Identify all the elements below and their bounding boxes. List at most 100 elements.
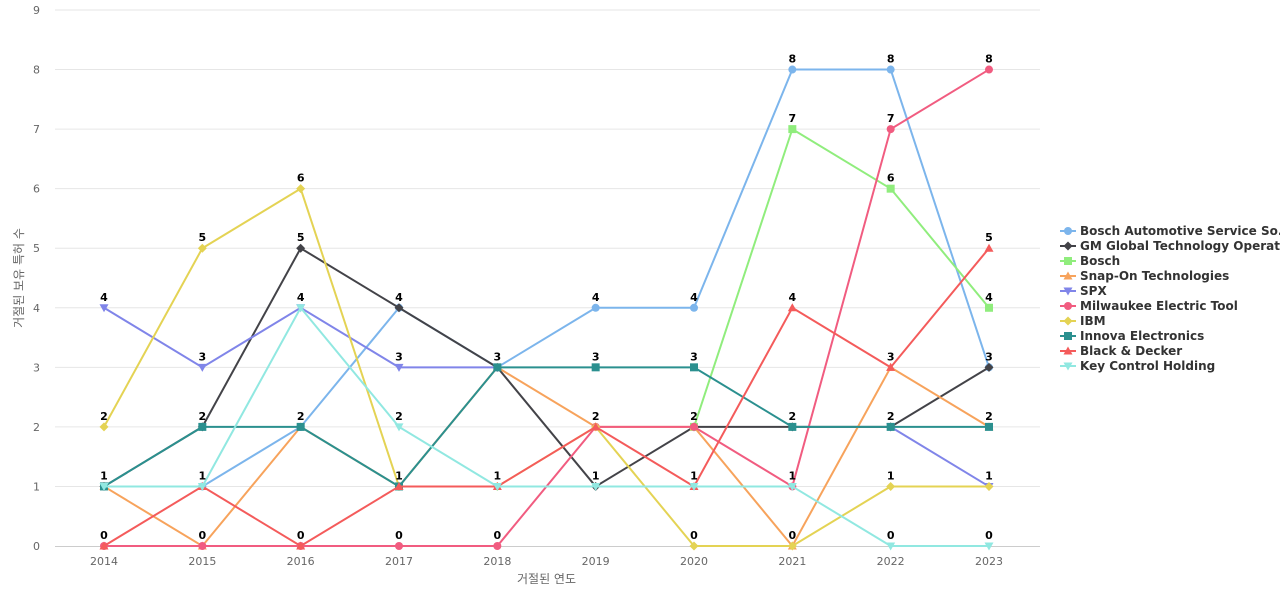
data-label: 5 bbox=[297, 231, 305, 244]
legend-marker bbox=[1064, 227, 1072, 235]
data-label: 0 bbox=[100, 529, 108, 542]
x-tick-label: 2019 bbox=[582, 555, 610, 568]
data-label: 0 bbox=[199, 529, 207, 542]
data-point bbox=[788, 125, 797, 134]
y-tick-label: 5 bbox=[33, 242, 40, 255]
data-point bbox=[787, 482, 797, 491]
y-tick-label: 9 bbox=[33, 4, 40, 17]
data-label: 3 bbox=[690, 350, 698, 363]
data-point bbox=[690, 422, 698, 431]
legend-item[interactable]: Key Control Holding bbox=[1060, 359, 1215, 373]
x-tick-label: 2017 bbox=[385, 555, 413, 568]
series-8 bbox=[99, 243, 994, 550]
data-label: 4 bbox=[100, 291, 108, 304]
data-label: 1 bbox=[100, 469, 108, 482]
series-line bbox=[104, 68, 990, 488]
data-point bbox=[985, 422, 993, 431]
legend-item[interactable]: Snap-On Technologies bbox=[1060, 269, 1229, 283]
data-label: 0 bbox=[494, 529, 502, 542]
data-point bbox=[886, 362, 896, 371]
data-label: 1 bbox=[592, 469, 600, 482]
data-point bbox=[493, 542, 502, 550]
data-label: 1 bbox=[887, 469, 895, 482]
series-line bbox=[103, 247, 990, 548]
legend-item[interactable]: Bosch Automotive Service So... bbox=[1060, 224, 1280, 238]
data-point bbox=[197, 243, 207, 253]
data-point bbox=[99, 541, 109, 550]
legend-marker bbox=[1063, 287, 1073, 296]
data-label: 2 bbox=[100, 410, 108, 423]
legend-item[interactable]: Milwaukee Electric Tool bbox=[1060, 299, 1238, 313]
legend-label: Bosch bbox=[1080, 254, 1120, 268]
data-label: 4 bbox=[690, 291, 698, 304]
series-line bbox=[103, 366, 989, 488]
data-label: 7 bbox=[789, 112, 797, 125]
legend: Bosch Automotive Service So...GM Global … bbox=[1060, 224, 1280, 373]
x-tick-label: 2018 bbox=[483, 555, 511, 568]
data-point bbox=[492, 482, 502, 491]
x-tick-label: 2014 bbox=[90, 555, 118, 568]
data-label: 2 bbox=[887, 410, 895, 423]
data-label: 8 bbox=[887, 53, 895, 66]
data-label: 4 bbox=[297, 291, 305, 304]
data-point bbox=[886, 184, 895, 193]
data-point bbox=[787, 303, 797, 312]
data-point bbox=[886, 422, 895, 431]
data-point bbox=[886, 65, 895, 74]
data-label: 1 bbox=[199, 469, 207, 482]
legend-marker bbox=[1063, 271, 1073, 280]
data-point bbox=[99, 304, 109, 313]
legend-label: IBM bbox=[1080, 314, 1106, 328]
data-label: 3 bbox=[395, 350, 403, 363]
data-label: 4 bbox=[789, 291, 797, 304]
y-tick-label: 1 bbox=[33, 480, 40, 493]
data-label: 4 bbox=[592, 291, 600, 304]
legend-label: Key Control Holding bbox=[1080, 359, 1215, 373]
data-label: 6 bbox=[887, 172, 895, 185]
legend-item[interactable]: SPX bbox=[1060, 284, 1107, 298]
y-tick-label: 7 bbox=[33, 123, 40, 136]
legend-marker bbox=[1063, 362, 1073, 371]
data-point bbox=[394, 481, 404, 490]
series-9 bbox=[99, 304, 994, 551]
data-label: 0 bbox=[985, 529, 993, 542]
legend-marker bbox=[1063, 316, 1073, 326]
data-label: 8 bbox=[985, 53, 993, 66]
y-axis-ticks: 0 1 2 3 4 5 6 7 8 9 bbox=[33, 4, 40, 553]
data-label: 2 bbox=[985, 410, 993, 423]
data-point bbox=[690, 303, 698, 312]
data-label: 7 bbox=[887, 112, 895, 125]
data-label: 2 bbox=[592, 410, 600, 423]
x-axis-title: 거절된 연도 bbox=[517, 572, 576, 586]
y-tick-label: 0 bbox=[33, 540, 40, 553]
data-label: 2 bbox=[297, 410, 305, 423]
legend-item[interactable]: Black & Decker bbox=[1060, 344, 1182, 358]
legend-item[interactable]: GM Global Technology Operat... bbox=[1060, 239, 1280, 253]
data-point bbox=[99, 482, 109, 491]
data-label: 6 bbox=[297, 172, 305, 185]
data-point bbox=[984, 362, 994, 372]
legend-label: GM Global Technology Operat... bbox=[1080, 239, 1280, 253]
data-point bbox=[591, 482, 601, 491]
legend-marker bbox=[1064, 332, 1072, 340]
series-line bbox=[103, 365, 990, 548]
series-2 bbox=[690, 125, 993, 431]
data-point bbox=[198, 422, 207, 431]
data-label: 1 bbox=[395, 469, 403, 482]
data-label: 0 bbox=[297, 529, 305, 542]
data-label: 2 bbox=[690, 410, 698, 423]
legend-label: Milwaukee Electric Tool bbox=[1080, 299, 1238, 313]
data-label: 0 bbox=[395, 529, 403, 542]
legend-item[interactable]: Bosch bbox=[1060, 254, 1120, 268]
y-tick-label: 6 bbox=[33, 183, 40, 196]
legend-item[interactable]: Innova Electronics bbox=[1060, 329, 1204, 343]
data-point bbox=[690, 363, 698, 372]
data-point bbox=[296, 422, 305, 431]
data-label: 0 bbox=[690, 529, 698, 542]
legend-item[interactable]: IBM bbox=[1060, 314, 1106, 328]
data-point bbox=[984, 542, 994, 551]
y-tick-label: 4 bbox=[33, 302, 40, 315]
data-point bbox=[296, 541, 306, 550]
data-point bbox=[198, 542, 207, 550]
